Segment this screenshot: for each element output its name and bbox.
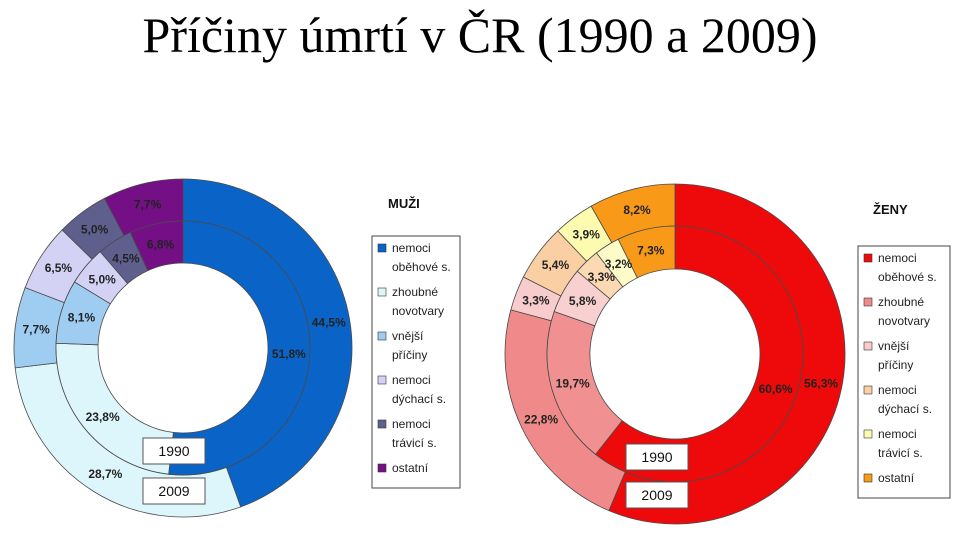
legend-swatch-obehove	[377, 243, 387, 253]
legend-muzi: MUŽI nemoci oběhové s. zhoubné novotvary vněj…	[371, 196, 461, 489]
legend-label-dychaci: nemoci	[878, 383, 917, 397]
data-label-2009-novotvary: 28,7%	[88, 467, 122, 481]
legend-label-vnejsi: příčiny	[878, 358, 913, 372]
data-label-1990-dychaci: 5,0%	[89, 272, 117, 286]
legend-label-obehove: oběhové s.	[878, 270, 937, 284]
slice-1990-ostatni	[129, 220, 184, 272]
legend-swatch-novotvary	[377, 287, 387, 297]
data-label-1990-vnejsi: 8,1%	[68, 310, 96, 324]
legend-label-travici: trávicí s.	[392, 436, 437, 450]
data-label-2009-dychaci: 5,4%	[542, 258, 570, 272]
data-label-1990-vnejsi: 5,8%	[569, 294, 597, 308]
data-label-2009-travici: 5,0%	[81, 222, 109, 236]
data-label-1990-novotvary: 23,8%	[86, 410, 120, 424]
slice-1990-ostatni	[617, 225, 676, 279]
legend-swatch-travici	[863, 429, 873, 439]
data-label-2009-ostatni: 8,2%	[623, 203, 651, 217]
legend-label-travici: nemoci	[878, 427, 917, 441]
legend-label-vnejsi: vnější	[878, 339, 910, 353]
donut-zeny: 56,3% 22,8% 3,3% 5,4% 3,9% 8,2% 60,6% 19,7% 5,8%…	[504, 183, 846, 525]
data-label-1990-ostatni: 6,8%	[147, 237, 175, 251]
legend-label-obehove: nemoci	[878, 251, 917, 265]
legend-label-dychaci: dýchací s.	[392, 392, 446, 406]
year-label-1990: 1990	[158, 443, 189, 459]
legend-label-obehove: oběhové s.	[392, 260, 451, 274]
legend-label-travici: trávicí s.	[878, 446, 923, 460]
year-label-2009: 2009	[158, 483, 189, 499]
data-label-2009-vnejsi: 3,3%	[522, 294, 550, 308]
legend-label-dychaci: nemoci	[392, 373, 431, 387]
legend-swatch-ostatni	[377, 463, 387, 473]
legend-swatch-obehove	[863, 253, 873, 263]
legend-swatch-novotvary	[863, 297, 873, 307]
data-label-2009-travici: 3,9%	[573, 227, 601, 241]
legend-zeny: ŽENY nemoci oběhové s. zhoubné novotvary vněj…	[857, 202, 951, 499]
slice-1990-obehove	[168, 220, 311, 476]
data-label-2009-ostatni: 7,7%	[134, 197, 162, 211]
legend-label-travici: nemoci	[392, 417, 431, 431]
legend-swatch-dychaci	[377, 375, 387, 385]
slice-1990-obehove	[594, 225, 804, 483]
data-label-2009-obehove: 56,3%	[804, 377, 838, 391]
legend-label-vnejsi: příčiny	[392, 348, 427, 362]
legend-swatch-vnejsi	[863, 341, 873, 351]
year-box-1990	[625, 443, 689, 471]
legend-swatch-dychaci	[863, 385, 873, 395]
data-label-2009-dychaci: 6,5%	[45, 261, 73, 275]
legend-swatch-travici	[377, 419, 387, 429]
legend-label-novotvary: zhoubné	[392, 285, 438, 299]
data-label-2009-novotvary: 22,8%	[524, 412, 558, 426]
year-box-2009	[142, 477, 206, 505]
legend-label-dychaci: dýchací s.	[878, 402, 932, 416]
year-box-1990	[142, 437, 206, 465]
year-label-2009: 2009	[641, 487, 672, 503]
year-label-1990: 1990	[641, 449, 672, 465]
legend-label-ostatni: ostatní	[878, 471, 915, 485]
legend-title: ŽENY	[873, 202, 908, 217]
legend-swatch-ostatni	[863, 473, 873, 483]
legend-label-vnejsi: vnější	[392, 329, 424, 343]
data-label-1990-obehove: 51,8%	[272, 347, 306, 361]
legend-swatch-vnejsi	[377, 331, 387, 341]
legend-label-obehove: nemoci	[392, 241, 431, 255]
page-title: Příčiny úmrtí v ČR (1990 a 2009)	[142, 7, 818, 63]
legend-label-novotvary: novotvary	[392, 304, 444, 318]
legend-label-novotvary: zhoubné	[878, 295, 924, 309]
legend-label-novotvary: novotvary	[878, 314, 930, 328]
legend-title: MUŽI	[388, 196, 420, 211]
legend-box	[371, 235, 461, 489]
data-label-1990-obehove: 60,6%	[759, 382, 793, 396]
data-label-1990-ostatni: 7,3%	[637, 243, 665, 257]
data-label-2009-obehove: 44,5%	[312, 315, 346, 329]
data-label-1990-travici: 4,5%	[112, 252, 140, 266]
data-label-1990-travici: 3,2%	[605, 257, 633, 271]
legend-label-ostatni: ostatní	[392, 461, 429, 475]
data-label-2009-vnejsi: 7,7%	[22, 323, 50, 337]
donut-muzi: 44,5% 28,7% 7,7% 6,5% 5,0% 7,7% 51,8% 23,8% 8,1%…	[13, 178, 353, 518]
data-label-1990-dychaci: 3,3%	[588, 270, 616, 284]
legend-box	[857, 245, 951, 499]
data-label-1990-novotvary: 19,7%	[556, 377, 590, 391]
year-box-2009	[625, 481, 689, 509]
